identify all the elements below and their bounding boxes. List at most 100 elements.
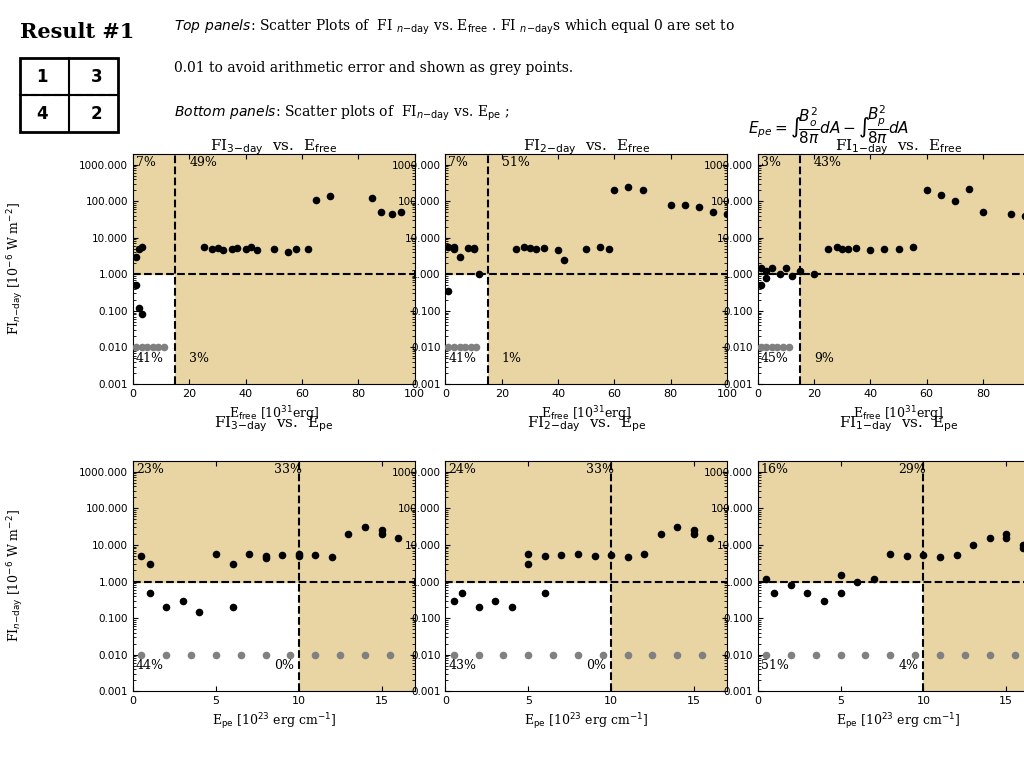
Point bbox=[1017, 210, 1024, 222]
Text: 9%: 9% bbox=[814, 352, 834, 365]
X-axis label: E$_{\mathrm{pe}}$ [10$^{23}$ erg cm$^{-1}$]: E$_{\mathrm{pe}}$ [10$^{23}$ erg cm$^{-1… bbox=[212, 712, 336, 732]
Point bbox=[981, 648, 997, 660]
Point bbox=[806, 268, 822, 280]
Point bbox=[537, 550, 553, 562]
Point bbox=[691, 200, 708, 213]
Point bbox=[191, 605, 208, 617]
Point bbox=[156, 341, 172, 353]
Point bbox=[857, 648, 873, 660]
Point bbox=[663, 199, 679, 211]
Point bbox=[705, 206, 721, 218]
Point bbox=[133, 648, 150, 660]
Text: 51%: 51% bbox=[502, 156, 529, 169]
Point bbox=[365, 192, 381, 204]
Point bbox=[291, 548, 307, 561]
Point bbox=[204, 243, 220, 255]
Point bbox=[128, 341, 144, 353]
X-axis label: E$_{\mathrm{free}}$ [10$^{31}$erg]: E$_{\mathrm{free}}$ [10$^{31}$erg] bbox=[853, 405, 944, 424]
Point bbox=[283, 648, 299, 660]
Point bbox=[133, 241, 150, 253]
Point bbox=[753, 279, 769, 291]
Point bbox=[291, 550, 307, 562]
Point bbox=[820, 243, 837, 255]
Point bbox=[998, 528, 1015, 540]
Point bbox=[131, 243, 147, 255]
Point bbox=[382, 648, 398, 660]
Point bbox=[932, 648, 948, 660]
Text: 44%: 44% bbox=[136, 659, 164, 672]
Point bbox=[600, 243, 616, 255]
Point bbox=[522, 242, 539, 254]
Point bbox=[764, 262, 780, 274]
Point bbox=[595, 648, 611, 660]
Text: FI$_{2\mathrm{-day}}$  vs.  E$_{\mathrm{free}}$: FI$_{2\mathrm{-day}}$ vs. E$_{\mathrm{fr… bbox=[522, 137, 650, 157]
Point bbox=[772, 268, 788, 280]
Point bbox=[460, 242, 476, 254]
Point bbox=[299, 243, 315, 256]
Point bbox=[644, 648, 660, 660]
Text: 4%: 4% bbox=[899, 659, 919, 672]
Point bbox=[620, 551, 636, 563]
Point bbox=[307, 549, 324, 561]
Text: $\mathit{Top\ panels}$: Scatter Plots of  FI $_{n\mathrm{-day}}$ vs. E$_{\mathrm: $\mathit{Top\ panels}$: Scatter Plots of… bbox=[174, 18, 735, 37]
Point bbox=[833, 648, 849, 660]
Point bbox=[210, 242, 226, 254]
Point bbox=[520, 548, 537, 561]
Point bbox=[686, 528, 702, 540]
Point bbox=[702, 532, 719, 545]
Point bbox=[780, 341, 797, 353]
Point bbox=[537, 586, 553, 598]
Bar bbox=[758, 18, 800, 274]
Point bbox=[652, 528, 669, 540]
Point bbox=[131, 302, 147, 314]
Point bbox=[808, 648, 824, 660]
Point bbox=[1015, 539, 1024, 551]
Point bbox=[229, 242, 246, 254]
Point bbox=[769, 341, 785, 353]
Point bbox=[904, 241, 921, 253]
Text: 43%: 43% bbox=[449, 659, 476, 672]
Point bbox=[800, 586, 816, 598]
Point bbox=[332, 648, 348, 660]
Point bbox=[981, 532, 997, 545]
Point bbox=[133, 550, 150, 562]
Point bbox=[758, 272, 774, 284]
Text: 0%: 0% bbox=[274, 659, 294, 672]
Point bbox=[915, 549, 932, 561]
Point bbox=[141, 586, 158, 598]
Point bbox=[144, 341, 161, 353]
Point bbox=[840, 243, 856, 256]
Point bbox=[504, 601, 520, 613]
Point bbox=[553, 549, 569, 561]
Text: 1: 1 bbox=[36, 68, 48, 86]
Point bbox=[215, 244, 231, 257]
X-axis label: E$_{\mathrm{pe}}$ [10$^{23}$ erg cm$^{-1}$]: E$_{\mathrm{pe}}$ [10$^{23}$ erg cm$^{-1… bbox=[837, 712, 961, 732]
Point bbox=[948, 549, 965, 561]
Point bbox=[587, 550, 603, 562]
Point bbox=[356, 521, 373, 534]
Point bbox=[792, 265, 808, 277]
Point bbox=[578, 243, 594, 256]
Point bbox=[307, 648, 324, 660]
Text: 29%: 29% bbox=[899, 463, 927, 476]
Point bbox=[669, 648, 685, 660]
Point bbox=[289, 243, 305, 255]
Point bbox=[719, 207, 735, 220]
Text: FI$_{3\mathrm{-day}}$  vs.  E$_{\mathrm{free}}$: FI$_{3\mathrm{-day}}$ vs. E$_{\mathrm{fr… bbox=[210, 137, 338, 157]
Point bbox=[882, 648, 898, 660]
Point bbox=[175, 594, 191, 607]
Point bbox=[569, 648, 586, 660]
Point bbox=[274, 549, 291, 561]
Point bbox=[782, 579, 799, 591]
Point bbox=[183, 648, 200, 660]
Text: 16%: 16% bbox=[761, 463, 788, 476]
Point bbox=[865, 572, 882, 584]
Point bbox=[606, 184, 623, 197]
Point bbox=[322, 190, 338, 202]
Point bbox=[384, 207, 400, 220]
Point bbox=[466, 243, 482, 256]
Point bbox=[1007, 648, 1023, 660]
Point bbox=[686, 525, 702, 537]
Point bbox=[392, 206, 409, 218]
Point bbox=[244, 241, 260, 253]
